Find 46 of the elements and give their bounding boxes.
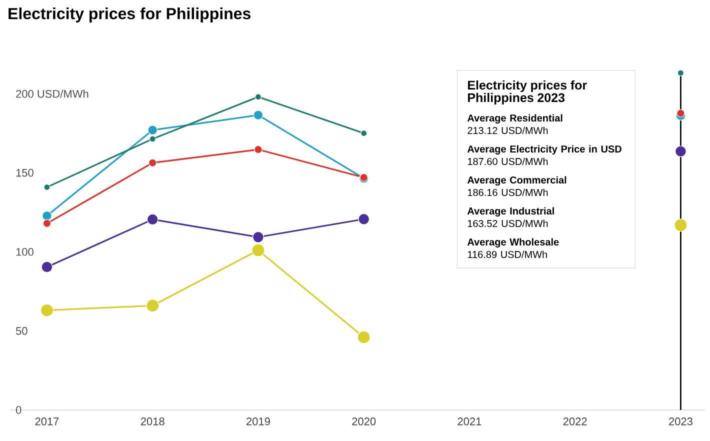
point [148, 125, 158, 135]
y-tick-label: 200 USD/MWh [16, 90, 88, 98]
point [254, 145, 262, 154]
y-tick-label: 100 [16, 248, 34, 256]
point [253, 110, 264, 120]
point [146, 214, 158, 226]
annotation: Electricity prices for Philippines 2023 [468, 80, 587, 105]
point [358, 213, 370, 225]
annotation: Average Industrial [467, 207, 554, 217]
x-tick-label: 2020 [352, 418, 376, 426]
y-tick-label: 0 [16, 406, 22, 414]
point [44, 184, 50, 190]
x-tick-label: 2018 [140, 418, 164, 426]
x-tick-label: 2022 [563, 418, 587, 426]
annotation: 116.89 USD/MWh [468, 250, 547, 258]
annotation: Average Wholesale [467, 238, 559, 248]
x-tick-label: 2023 [669, 418, 692, 426]
point [674, 218, 688, 232]
y-tick-label: 150 [16, 168, 34, 177]
annotation: 163.52 USD/MWh [468, 220, 548, 228]
chart-title: Electricity prices for Philippines [8, 8, 251, 22]
annotation: 213.12 USD/MWh [468, 126, 548, 134]
point [254, 94, 262, 100]
point [360, 130, 368, 137]
point [42, 219, 52, 228]
x-tick-label: 2021 [458, 418, 482, 426]
annotation: 187.60 USD/MWh [468, 158, 548, 166]
point [677, 70, 684, 76]
x-tick-label: 2019 [246, 418, 270, 426]
annotation: Average Commercial [467, 176, 566, 186]
point [148, 158, 157, 167]
point [42, 210, 52, 221]
annotation: 186.16 USD/MWh [468, 188, 548, 196]
point [676, 109, 685, 118]
point [357, 330, 370, 344]
point [149, 136, 156, 142]
point [41, 261, 53, 273]
annotation: Average Residential [467, 114, 562, 124]
point [146, 299, 160, 312]
x-tick-label: 2017 [35, 418, 59, 426]
annotation: Average Electricity Price in USD [467, 145, 622, 155]
point [252, 244, 265, 257]
point [252, 231, 264, 243]
point [675, 146, 686, 158]
point [40, 304, 54, 317]
y-tick-label: 50 [16, 327, 28, 335]
